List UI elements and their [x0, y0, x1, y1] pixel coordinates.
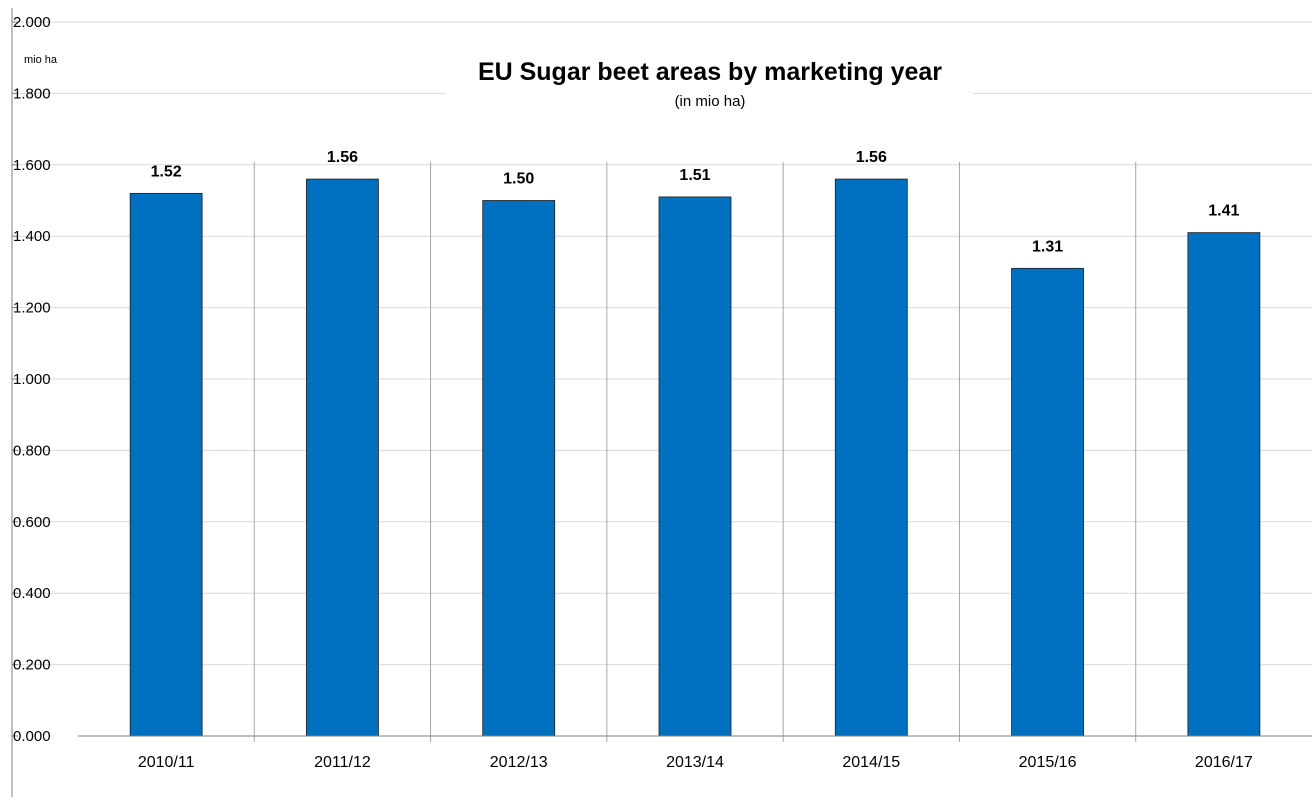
y-tick-labels: 0.000 0.200 0.400 0.600 0.800 1.000 1.200 1.400… — [12, 14, 51, 745]
y-tick-label: 0.000 — [13, 728, 51, 745]
bars — [129, 178, 1261, 737]
bar-2010-11 — [129, 192, 203, 737]
data-label: 1.56 — [856, 149, 887, 166]
y-tick-label: 0.200 — [13, 657, 51, 674]
data-label: 1.52 — [151, 163, 182, 180]
unit-label: mio ha — [24, 54, 58, 66]
x-tick-labels: 2010/11 2011/12 2012/13 2013/14 2014/15 2015/… — [138, 754, 1253, 771]
y-tick-label: 2.000 — [13, 14, 51, 31]
category-separators — [253, 162, 1137, 742]
title-background — [446, 48, 974, 128]
y-tick-label: 1.200 — [13, 300, 51, 317]
bar-2016-17 — [1187, 232, 1261, 737]
bar-2015-16 — [1011, 267, 1084, 737]
bar-2014-15 — [834, 178, 908, 737]
y-tick-label: 0.600 — [13, 514, 51, 531]
chart-subtitle: (in mio ha) — [675, 93, 746, 110]
chart-title: EU Sugar beet areas by marketing year — [478, 58, 942, 86]
y-tick-label: 0.800 — [13, 442, 51, 459]
bar-2011-12 — [306, 178, 379, 737]
x-tick-label: 2010/11 — [138, 754, 195, 771]
y-tick-label: 0.400 — [13, 585, 51, 602]
x-tick-label: 2013/14 — [666, 754, 724, 771]
x-tick-label: 2016/17 — [1195, 754, 1253, 771]
x-tick-label: 2014/15 — [842, 754, 900, 771]
data-labels: 1.52 1.56 1.50 1.51 1.56 1.31 1.41 — [151, 149, 1240, 255]
y-tick-label: 1.600 — [13, 157, 51, 174]
x-tick-label: 2011/12 — [314, 754, 371, 771]
y-tick-label: 1.000 — [13, 371, 51, 388]
data-label: 1.51 — [679, 167, 710, 184]
bar-2013-14 — [658, 196, 732, 737]
data-label: 1.41 — [1208, 203, 1239, 220]
data-label: 1.50 — [503, 171, 534, 188]
y-tick-label: 1.400 — [13, 228, 51, 245]
x-tick-label: 2015/16 — [1019, 754, 1077, 771]
x-tick-label: 2012/13 — [490, 754, 548, 771]
data-label: 1.31 — [1032, 238, 1063, 255]
y-tick-label: 1.800 — [13, 85, 51, 102]
bar-2012-13 — [482, 200, 556, 737]
data-label: 1.56 — [327, 149, 358, 166]
